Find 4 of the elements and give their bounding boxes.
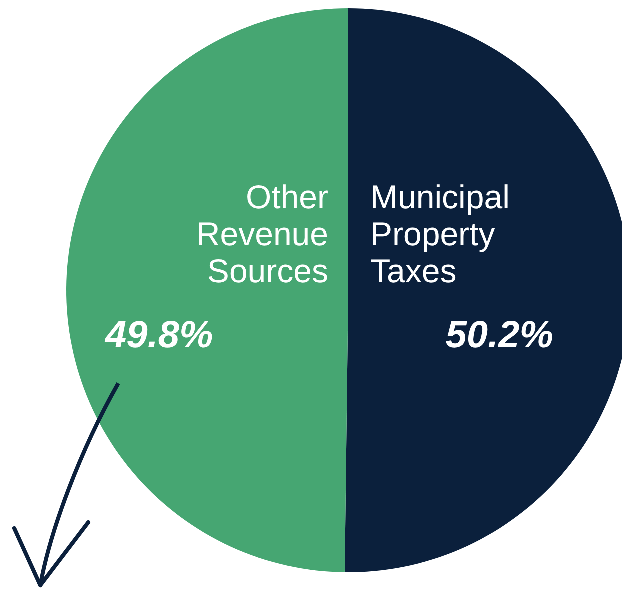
slice-label: Municipal Property Taxes (370, 178, 510, 290)
data-label: 49.8% (104, 314, 214, 356)
data-label: 50.2% (446, 314, 554, 356)
slice-label: Other Revenue Sources (196, 178, 329, 290)
